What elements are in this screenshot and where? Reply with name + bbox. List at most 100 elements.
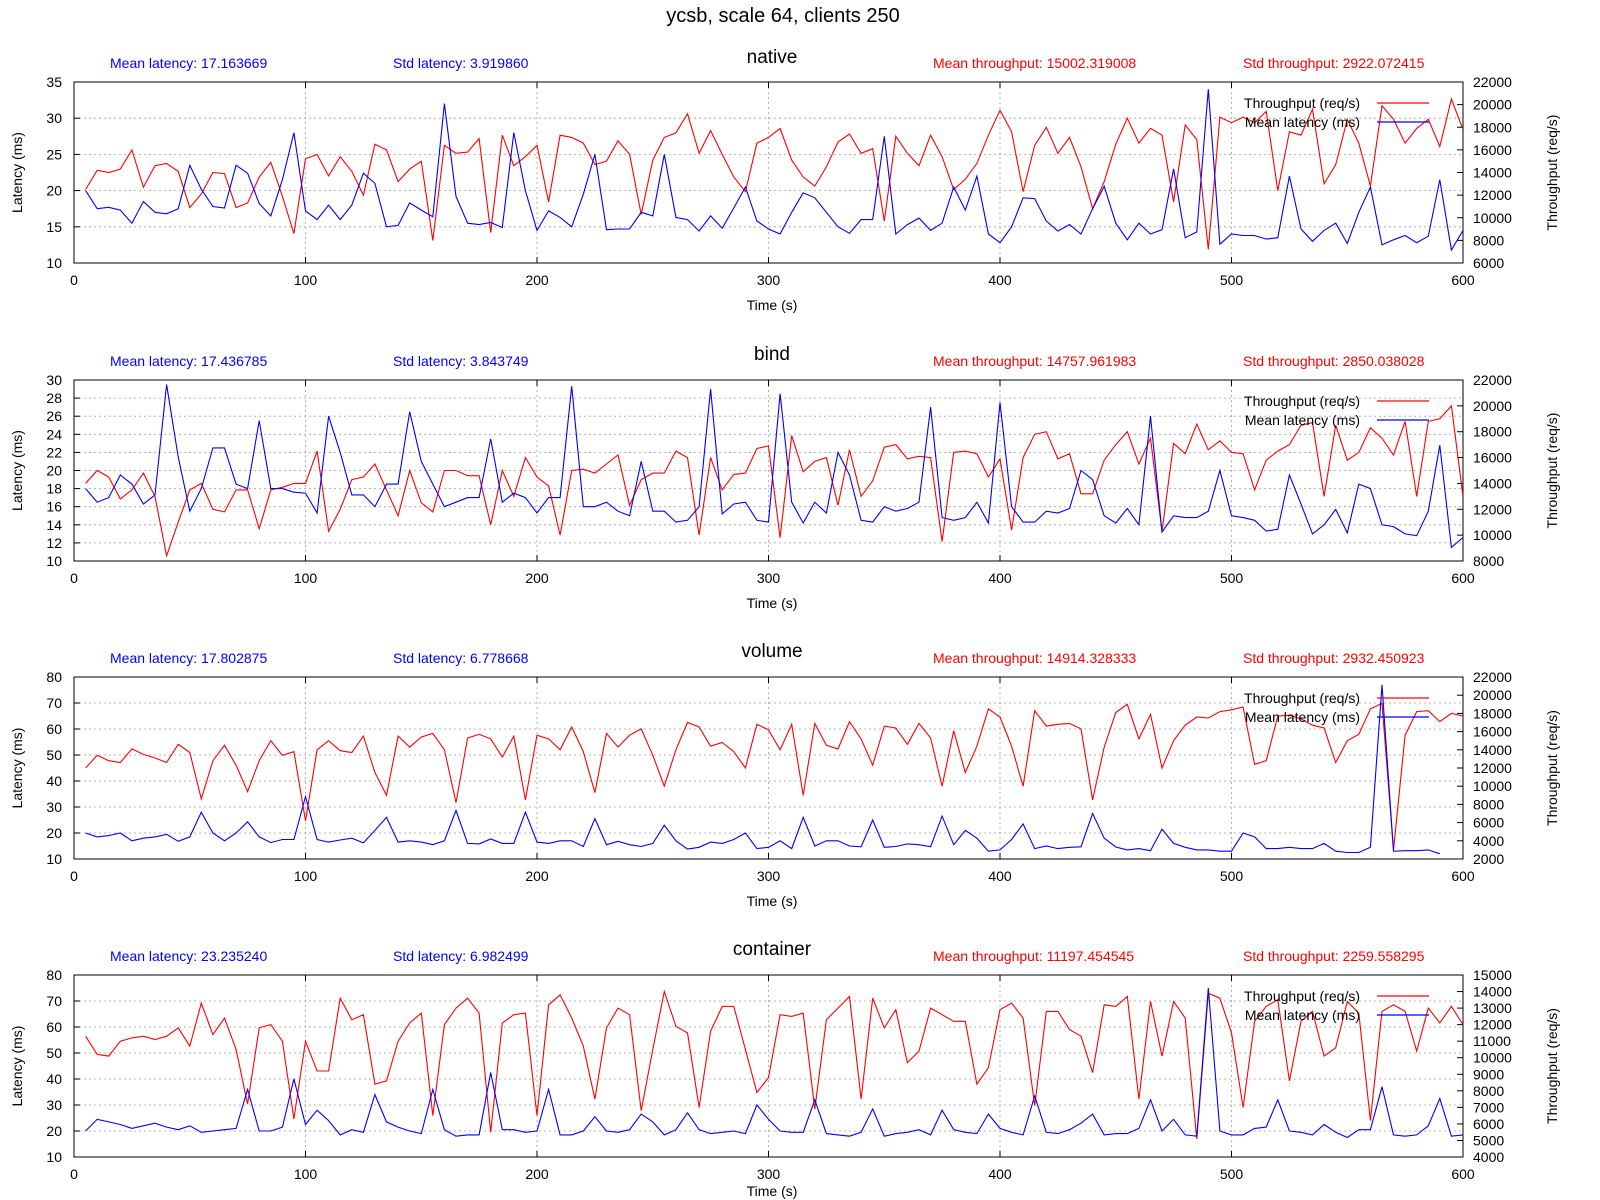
legend-label-throughput: Throughput (req/s) xyxy=(1244,988,1360,1004)
x-tick-label: 500 xyxy=(1220,272,1244,288)
series-line-throughput xyxy=(86,406,1463,556)
series-line-throughput xyxy=(86,703,1463,850)
y2-tick-label: 8000 xyxy=(1473,1083,1504,1099)
x-tick-label: 100 xyxy=(294,1166,318,1182)
y2-tick-label: 20000 xyxy=(1473,398,1512,414)
y2-tick-label: 2000 xyxy=(1473,851,1504,867)
y2-tick-label: 12000 xyxy=(1473,760,1512,776)
stat-mean-latency: Mean latency: 17.802875 xyxy=(110,650,267,666)
x-tick-label: 500 xyxy=(1220,1166,1244,1182)
y-axis-label: Latency (ms) xyxy=(9,132,25,213)
x-tick-label: 0 xyxy=(70,1166,78,1182)
y-axis-label: Latency (ms) xyxy=(9,728,25,809)
y-tick-label: 80 xyxy=(46,967,62,983)
y-tick-label: 30 xyxy=(46,372,62,388)
y-tick-label: 70 xyxy=(46,993,62,1009)
legend-label-throughput: Throughput (req/s) xyxy=(1244,393,1360,409)
y-tick-label: 20 xyxy=(46,183,62,199)
y2-tick-label: 9000 xyxy=(1473,1066,1504,1082)
y2-tick-label: 10000 xyxy=(1473,1050,1512,1066)
y2-tick-label: 22000 xyxy=(1473,669,1512,685)
y2-tick-label: 15000 xyxy=(1473,967,1512,983)
y2-tick-label: 10000 xyxy=(1473,527,1512,543)
y-tick-label: 16 xyxy=(46,499,62,515)
x-tick-label: 400 xyxy=(988,868,1012,884)
y2-tick-label: 12000 xyxy=(1473,1017,1512,1033)
y2-tick-label: 22000 xyxy=(1473,372,1512,388)
y-tick-label: 12 xyxy=(46,535,62,551)
y2-tick-label: 6000 xyxy=(1473,255,1504,271)
y2-axis-label: Throughput (req/s) xyxy=(1544,1008,1560,1124)
x-axis-label: Time (s) xyxy=(747,893,798,909)
y-tick-label: 24 xyxy=(46,426,62,442)
legend-label-throughput: Throughput (req/s) xyxy=(1244,690,1360,706)
stat-std-latency: Std latency: 3.919860 xyxy=(393,55,529,71)
x-tick-label: 500 xyxy=(1220,868,1244,884)
y2-tick-label: 20000 xyxy=(1473,687,1512,703)
y2-tick-label: 20000 xyxy=(1473,97,1512,113)
x-tick-label: 200 xyxy=(525,868,549,884)
y2-tick-label: 14000 xyxy=(1473,475,1512,491)
stat-std-throughput: Std throughput: 2932.450923 xyxy=(1243,650,1425,666)
y-tick-label: 40 xyxy=(46,773,62,789)
y-tick-label: 20 xyxy=(46,463,62,479)
y2-tick-label: 10000 xyxy=(1473,210,1512,226)
legend-label-latency: Mean latency (ms) xyxy=(1245,709,1360,725)
y-tick-label: 40 xyxy=(46,1071,62,1087)
series-line-latency xyxy=(86,685,1440,854)
legend-label-latency: Mean latency (ms) xyxy=(1245,412,1360,428)
x-tick-label: 100 xyxy=(294,868,318,884)
x-axis-label: Time (s) xyxy=(747,595,798,611)
y2-axis-label: Throughput (req/s) xyxy=(1544,413,1560,529)
y-tick-label: 22 xyxy=(46,444,62,460)
x-axis-label: Time (s) xyxy=(747,297,798,313)
y-tick-label: 50 xyxy=(46,1045,62,1061)
x-tick-label: 600 xyxy=(1451,868,1475,884)
y-tick-label: 10 xyxy=(46,1149,62,1165)
chart-panel-bind: bind Mean latency: 17.436785 Std latency: … xyxy=(9,344,1560,611)
y2-tick-label: 8000 xyxy=(1473,553,1504,569)
y-tick-label: 10 xyxy=(46,255,62,271)
y2-tick-label: 11000 xyxy=(1473,1033,1511,1049)
x-tick-label: 300 xyxy=(757,868,781,884)
y2-tick-label: 6000 xyxy=(1473,815,1504,831)
y2-tick-label: 8000 xyxy=(1473,796,1504,812)
y-tick-label: 80 xyxy=(46,669,62,685)
x-tick-label: 600 xyxy=(1451,570,1475,586)
y2-tick-label: 12000 xyxy=(1473,187,1512,203)
y2-tick-label: 7000 xyxy=(1473,1099,1504,1115)
y-tick-label: 28 xyxy=(46,390,62,406)
legend-label-throughput: Throughput (req/s) xyxy=(1244,95,1360,111)
y2-axis-label: Throughput (req/s) xyxy=(1544,115,1560,231)
y-tick-label: 10 xyxy=(46,553,62,569)
y-axis-label: Latency (ms) xyxy=(9,430,25,511)
y2-tick-label: 16000 xyxy=(1473,724,1512,740)
x-tick-label: 100 xyxy=(294,570,318,586)
y2-tick-label: 8000 xyxy=(1473,232,1504,248)
y2-axis-label: Throughput (req/s) xyxy=(1544,710,1560,826)
stat-mean-latency: Mean latency: 17.436785 xyxy=(110,353,267,369)
stat-std-throughput: Std throughput: 2850.038028 xyxy=(1243,353,1425,369)
chart-panel-native: native Mean latency: 17.163669 Std latency… xyxy=(9,47,1560,313)
panel-title: container xyxy=(733,939,812,960)
y2-tick-label: 14000 xyxy=(1473,742,1512,758)
x-tick-label: 0 xyxy=(70,272,78,288)
y2-tick-label: 10000 xyxy=(1473,778,1512,794)
stat-std-latency: Std latency: 6.982499 xyxy=(393,948,529,964)
y-tick-label: 20 xyxy=(46,825,62,841)
y2-tick-label: 22000 xyxy=(1473,74,1512,90)
chart-panel-volume: volume Mean latency: 17.802875 Std latency… xyxy=(9,641,1560,909)
y-tick-label: 14 xyxy=(46,517,62,533)
x-tick-label: 600 xyxy=(1451,272,1475,288)
x-tick-label: 200 xyxy=(525,570,549,586)
y-tick-label: 15 xyxy=(46,219,62,235)
y2-tick-label: 16000 xyxy=(1473,450,1512,466)
y-tick-label: 70 xyxy=(46,695,62,711)
y2-tick-label: 4000 xyxy=(1473,833,1504,849)
stat-mean-throughput: Mean throughput: 11197.454545 xyxy=(933,948,1134,964)
x-tick-label: 300 xyxy=(757,272,781,288)
stat-std-latency: Std latency: 6.778668 xyxy=(393,650,529,666)
stat-std-latency: Std latency: 3.843749 xyxy=(393,353,529,369)
y-tick-label: 25 xyxy=(46,146,62,162)
